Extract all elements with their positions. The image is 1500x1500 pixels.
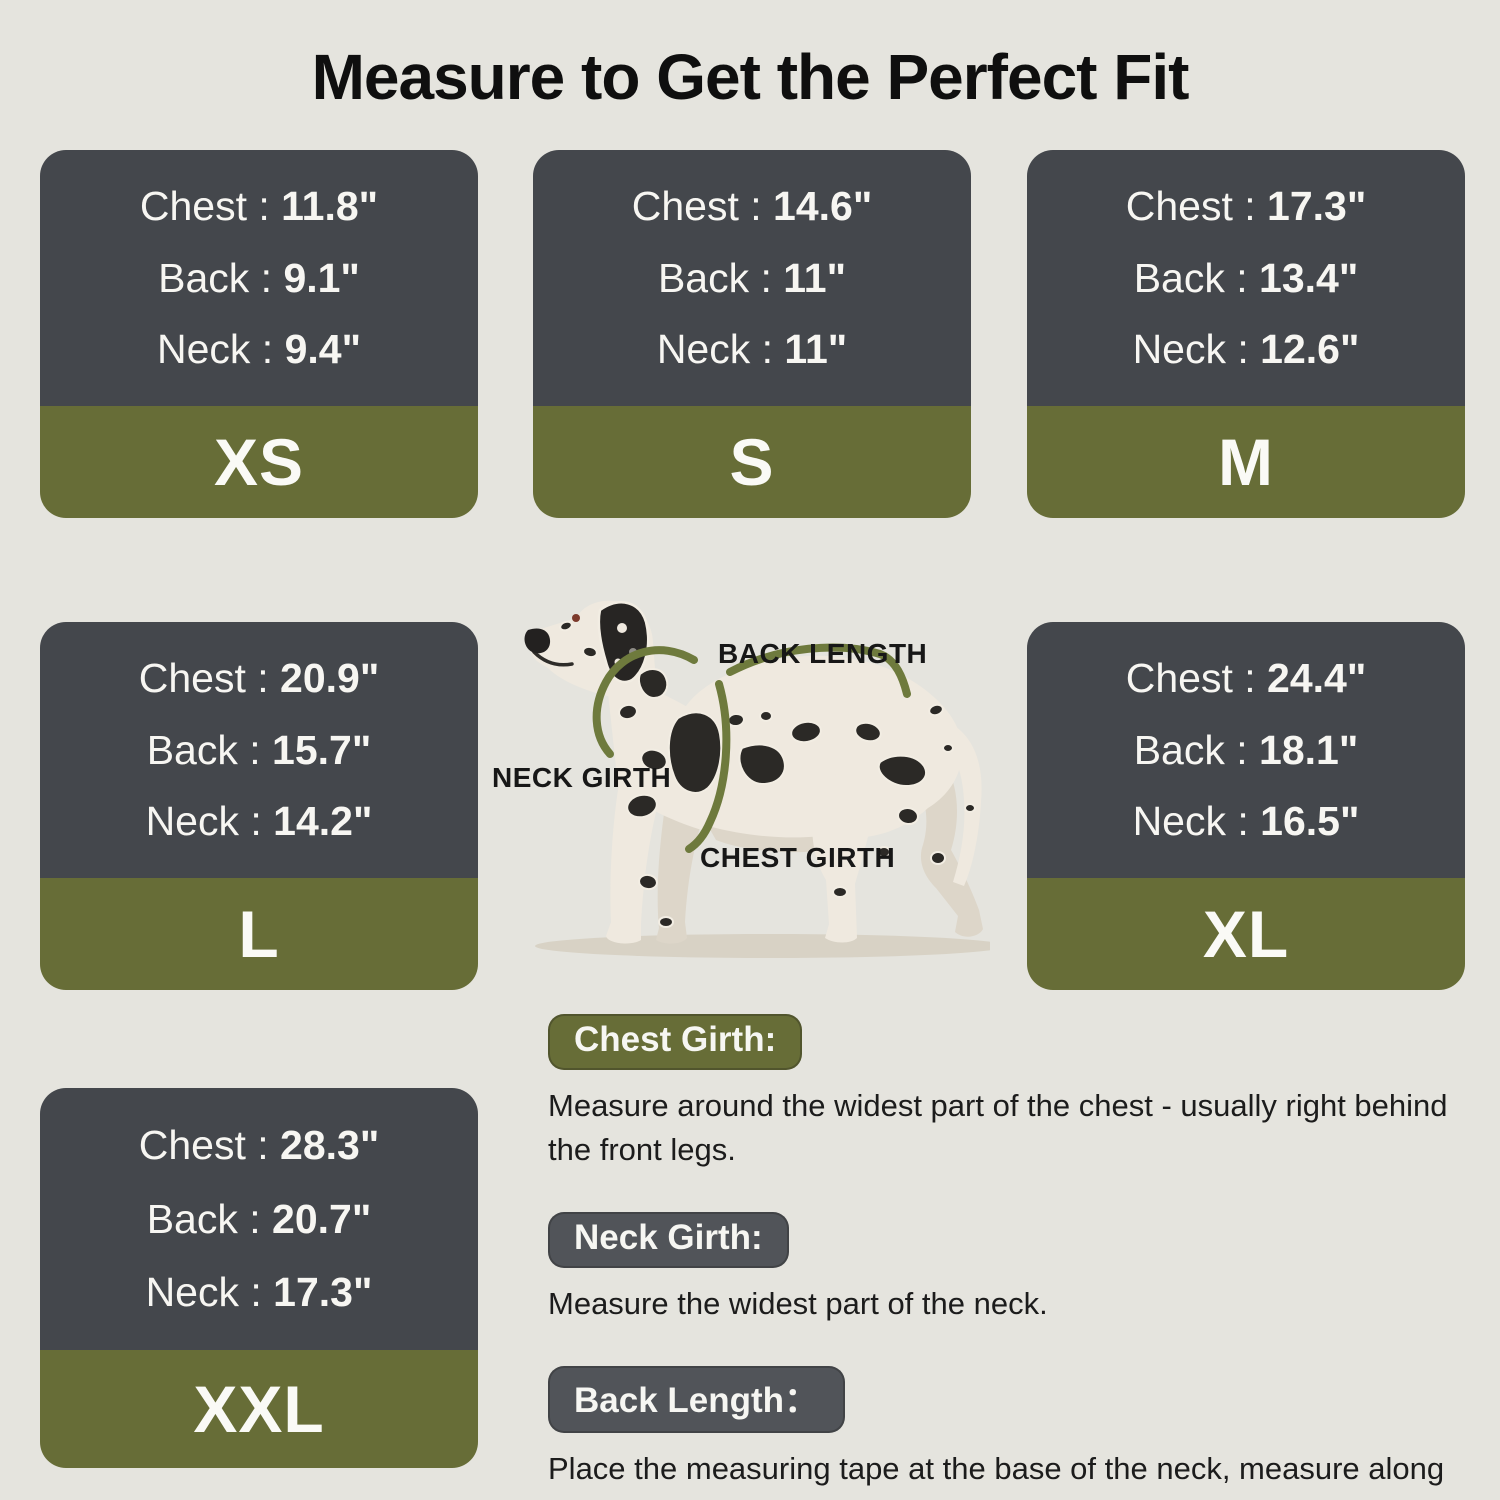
size-label: M	[1027, 406, 1465, 518]
measurement-row: Chest : 28.3"	[139, 1122, 380, 1169]
measurement-label: Neck :	[656, 326, 785, 373]
measurement-label: Neck :	[1132, 798, 1261, 845]
size-card-s: Chest : 14.6" Back : 11" Neck : 11" S	[533, 150, 971, 518]
size-card-m: Chest : 17.3" Back : 13.4" Neck : 12.6" …	[1027, 150, 1465, 518]
measurement-value: 18.1"	[1259, 726, 1359, 773]
measurement-value: 17.3"	[273, 1268, 373, 1315]
guide-text-chest-girth: Measure around the widest part of the ch…	[548, 1088, 1448, 1168]
measurement-value: 11"	[783, 254, 847, 301]
size-label: L	[40, 878, 478, 990]
measurement-value: 9.4"	[284, 326, 362, 373]
measurement-label: Back :	[657, 254, 784, 301]
measurement-row: Neck : 9.4"	[157, 326, 361, 373]
measurement-row: Back : 11"	[658, 255, 846, 302]
guide-neck-girth: Neck Girth: Measure the widest part of t…	[548, 1212, 1480, 1326]
guide-back-length: Back Length： Place the measuring tape at…	[548, 1366, 1480, 1500]
measurement-label: Chest :	[1125, 182, 1268, 229]
measurement-value: 14.6"	[773, 182, 873, 229]
measurement-value: 24.4"	[1267, 654, 1367, 701]
measurements-panel: Chest : 20.9" Back : 15.7" Neck : 14.2"	[40, 622, 478, 878]
measurement-row: Neck : 14.2"	[146, 798, 373, 845]
measurement-label: Chest :	[138, 654, 281, 701]
measurement-label: Back :	[158, 254, 284, 301]
measurement-row: Chest : 20.9"	[139, 655, 380, 702]
guide-heading-back-length: Back Length：	[548, 1366, 846, 1434]
chest-girth-arc	[685, 680, 731, 853]
measurement-row: Back : 20.7"	[147, 1196, 372, 1243]
measuring-guides: Chest Girth: Measure around the widest p…	[548, 1014, 1480, 1500]
measurement-row: Back : 18.1"	[1134, 727, 1359, 774]
measurement-label: Neck :	[156, 326, 285, 373]
measurements-panel: Chest : 24.4" Back : 18.1" Neck : 16.5"	[1027, 622, 1465, 878]
measurements-panel: Chest : 28.3" Back : 20.7" Neck : 17.3"	[40, 1088, 478, 1350]
measurement-label: Back :	[146, 726, 273, 773]
measurement-value: 28.3"	[280, 1122, 380, 1169]
measurement-value: 16.5"	[1260, 798, 1360, 845]
guide-heading-chest-girth: Chest Girth:	[548, 1014, 803, 1070]
guide-text-neck-girth: Measure the widest part of the neck.	[548, 1286, 1048, 1322]
measurements-panel: Chest : 14.6" Back : 11" Neck : 11"	[533, 150, 971, 406]
measurement-label: Chest :	[1125, 654, 1268, 701]
measurement-row: Neck : 11"	[657, 326, 847, 373]
size-label: XS	[40, 406, 478, 518]
measurement-row: Back : 13.4"	[1134, 255, 1359, 302]
measurement-row: Chest : 17.3"	[1126, 183, 1367, 230]
page-title: Measure to Get the Perfect Fit	[311, 41, 1190, 113]
neck-girth-arc	[592, 646, 698, 758]
measurement-value: 11"	[784, 326, 848, 373]
guide-text-back-length: Place the measuring tape at the base of …	[548, 1451, 1445, 1500]
measurement-label: Chest :	[139, 182, 282, 229]
guide-heading-neck-girth: Neck Girth:	[548, 1212, 789, 1269]
size-label: XL	[1027, 878, 1465, 990]
measurements-panel: Chest : 11.8" Back : 9.1" Neck : 9.4"	[40, 150, 478, 406]
measurement-value: 15.7"	[272, 726, 372, 773]
size-card-xxl: Chest : 28.3" Back : 20.7" Neck : 17.3" …	[40, 1088, 478, 1468]
measurement-row: Chest : 14.6"	[632, 183, 873, 230]
measurement-row: Back : 9.1"	[158, 255, 360, 302]
size-card-xs: Chest : 11.8" Back : 9.1" Neck : 9.4" XS	[40, 150, 478, 518]
neck-girth-label: NECK GIRTH	[492, 762, 672, 793]
measurement-row: Back : 15.7"	[147, 727, 372, 774]
guide-chest-girth: Chest Girth: Measure around the widest p…	[548, 1014, 1480, 1172]
measurement-label: Neck :	[145, 798, 274, 845]
measurement-label: Chest :	[138, 1122, 281, 1169]
measurement-value: 20.9"	[280, 654, 380, 701]
dalmatian-diagram-svg	[524, 600, 990, 958]
measurement-row: Neck : 17.3"	[146, 1269, 373, 1316]
size-card-l: Chest : 20.9" Back : 15.7" Neck : 14.2" …	[40, 622, 478, 990]
back-length-label: BACK LENGTH	[718, 638, 928, 669]
measurement-row: Chest : 24.4"	[1126, 655, 1367, 702]
measurement-value: 17.3"	[1267, 182, 1367, 229]
measurement-label: Chest :	[631, 182, 774, 229]
size-label: XXL	[40, 1350, 478, 1468]
measurement-label: Neck :	[1132, 326, 1261, 373]
measurement-row: Neck : 16.5"	[1133, 798, 1360, 845]
measurement-label: Back :	[1133, 726, 1260, 773]
measurement-row: Neck : 12.6"	[1133, 326, 1360, 373]
measurement-label: Neck :	[145, 1268, 274, 1315]
measurement-value: 20.7"	[272, 1195, 372, 1242]
dog-illustration	[470, 590, 990, 1010]
measurement-value: 13.4"	[1259, 254, 1359, 301]
measurement-label: Back :	[1133, 254, 1260, 301]
size-card-xl: Chest : 24.4" Back : 18.1" Neck : 16.5" …	[1027, 622, 1465, 990]
measurement-value: 9.1"	[283, 254, 360, 301]
measurements-panel: Chest : 17.3" Back : 13.4" Neck : 12.6"	[1027, 150, 1465, 406]
measurement-label: Back :	[146, 1195, 273, 1242]
measurement-value: 11.8"	[281, 182, 379, 229]
measurement-row: Chest : 11.8"	[140, 183, 378, 230]
measurement-value: 12.6"	[1260, 326, 1360, 373]
chest-girth-label: CHEST GIRTH	[700, 842, 896, 873]
back-length-arc	[726, 643, 911, 698]
measurement-value: 14.2"	[273, 798, 373, 845]
size-label: S	[533, 406, 971, 518]
